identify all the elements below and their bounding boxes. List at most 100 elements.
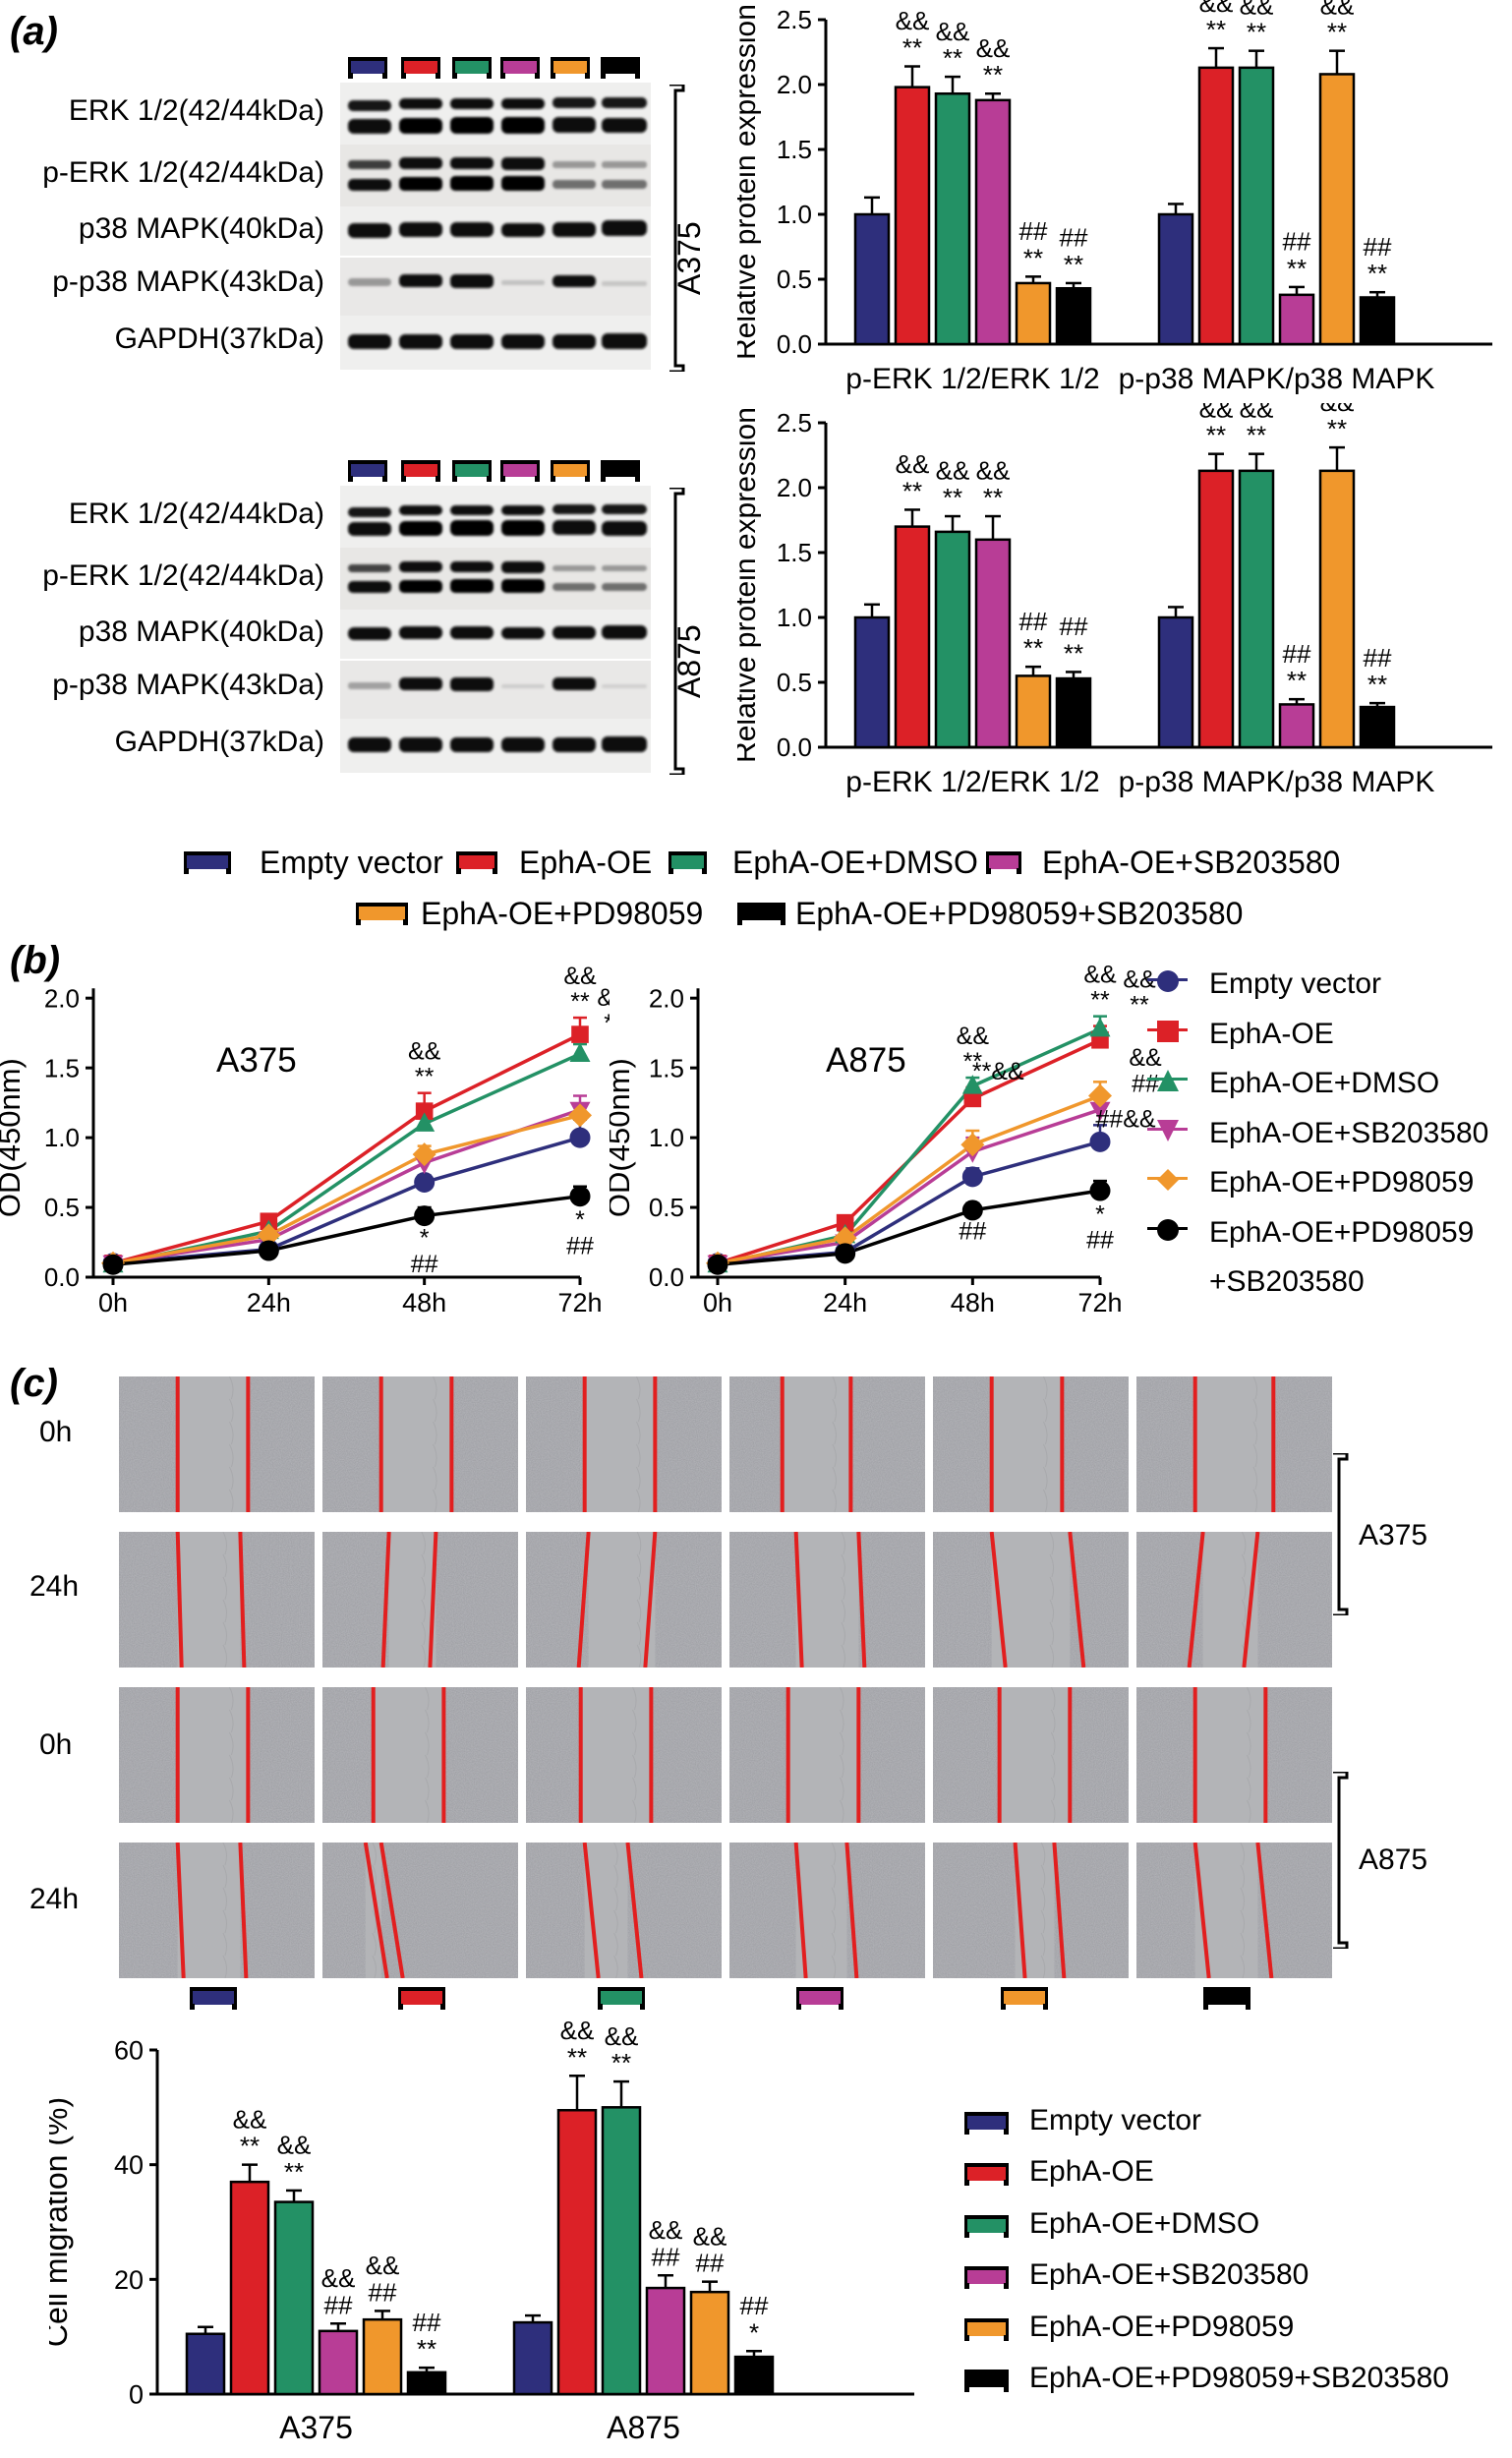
svg-text:p-p38 MAPK/p38 MAPK: p-p38 MAPK/p38 MAPK xyxy=(1119,766,1435,798)
svg-text:&&: && xyxy=(563,963,597,990)
svg-text:##: ## xyxy=(413,2308,441,2337)
svg-text:##: ## xyxy=(1364,643,1392,673)
svg-text:p-p38 MAPK/p38 MAPK: p-p38 MAPK/p38 MAPK xyxy=(1119,363,1435,395)
svg-text:2.0: 2.0 xyxy=(649,983,684,1013)
svg-text:&&: && xyxy=(277,2131,312,2160)
svg-text:0h: 0h xyxy=(703,1288,732,1317)
svg-text:&&: && xyxy=(649,2215,683,2245)
svg-text:2.0: 2.0 xyxy=(44,983,80,1013)
svg-text:**: ** xyxy=(902,33,922,63)
svg-text:**: ** xyxy=(1090,987,1110,1015)
svg-text:**: ** xyxy=(943,43,962,73)
svg-text:72h: 72h xyxy=(1077,1288,1122,1317)
svg-text:**: ** xyxy=(415,1064,435,1091)
svg-text:**: ** xyxy=(1287,666,1307,695)
svg-text:0: 0 xyxy=(129,2379,144,2409)
svg-text:**: ** xyxy=(943,483,962,512)
svg-text:&&: && xyxy=(366,2251,400,2280)
svg-text:##: ## xyxy=(1019,216,1048,246)
svg-text:**: ** xyxy=(570,988,590,1016)
svg-text:&&: && xyxy=(233,2104,267,2134)
svg-text:##: ## xyxy=(740,2291,769,2320)
svg-text:60: 60 xyxy=(114,2035,144,2065)
svg-text:**: ** xyxy=(417,2334,436,2364)
svg-text:A375: A375 xyxy=(216,1041,297,1080)
svg-text:Cell migration (%): Cell migration (%) xyxy=(49,2097,74,2347)
svg-text:&&: && xyxy=(976,33,1011,63)
svg-text:&&: && xyxy=(560,2016,595,2045)
svg-text:1.0: 1.0 xyxy=(44,1123,80,1152)
svg-text:&&: && xyxy=(936,456,970,486)
svg-text:&&: && xyxy=(597,984,610,1012)
svg-text:48h: 48h xyxy=(951,1288,995,1317)
svg-text:0.0: 0.0 xyxy=(649,1262,684,1292)
svg-text:2.0: 2.0 xyxy=(777,473,812,502)
svg-text:*: * xyxy=(420,1225,430,1253)
svg-text:0.0: 0.0 xyxy=(777,329,812,359)
svg-text:0.5: 0.5 xyxy=(44,1193,80,1222)
svg-text:**: ** xyxy=(1327,414,1347,443)
svg-text:**: ** xyxy=(963,1048,983,1076)
svg-text:OD(450nm): OD(450nm) xyxy=(0,1058,27,1217)
svg-text:A875: A875 xyxy=(826,1041,906,1080)
svg-text:**: ** xyxy=(1327,18,1347,47)
svg-text:##: ## xyxy=(652,2242,680,2271)
svg-text:*: * xyxy=(749,2317,759,2347)
svg-text:1.5: 1.5 xyxy=(777,135,812,164)
svg-text:**: ** xyxy=(1023,633,1043,663)
svg-text:0.0: 0.0 xyxy=(44,1262,80,1292)
svg-text:2.5: 2.5 xyxy=(777,408,812,438)
svg-text:##: ## xyxy=(1019,607,1048,636)
svg-text:&&: && xyxy=(1240,403,1274,423)
svg-text:Relative protein expression: Relative protein expression xyxy=(737,4,762,360)
svg-text:&&: && xyxy=(693,2221,727,2251)
svg-text:**: ** xyxy=(1247,18,1266,47)
svg-text:&&: && xyxy=(605,2021,639,2051)
svg-text:0.5: 0.5 xyxy=(777,668,812,697)
svg-text:**: ** xyxy=(902,476,922,505)
svg-text:##: ## xyxy=(1086,1227,1114,1255)
svg-text:&&: && xyxy=(1240,0,1274,20)
svg-text:OD(450nm): OD(450nm) xyxy=(610,1058,636,1217)
svg-text:##: ## xyxy=(369,2277,397,2307)
svg-text:##: ## xyxy=(1283,227,1311,257)
svg-text:##: ## xyxy=(1060,223,1088,253)
svg-text:A375: A375 xyxy=(279,2410,353,2445)
svg-text:40: 40 xyxy=(114,2150,144,2180)
svg-text:72h: 72h xyxy=(557,1288,602,1317)
svg-text:##: ## xyxy=(566,1232,594,1259)
svg-text:&&: && xyxy=(896,449,930,479)
svg-text:&&: && xyxy=(1083,961,1117,988)
svg-text:&&: && xyxy=(1320,0,1355,20)
svg-text:&&: && xyxy=(896,6,930,35)
svg-text:2.0: 2.0 xyxy=(777,70,812,99)
svg-text:p-ERK 1/2/ERK 1/2: p-ERK 1/2/ERK 1/2 xyxy=(845,766,1099,798)
svg-text:##: ## xyxy=(1364,232,1392,262)
svg-text:**: ** xyxy=(1064,638,1083,668)
svg-text:1.5: 1.5 xyxy=(777,538,812,567)
svg-text:**: ** xyxy=(1367,259,1387,288)
svg-text:*: * xyxy=(1095,1200,1105,1228)
svg-text:##: ## xyxy=(959,1217,986,1245)
svg-text:0.0: 0.0 xyxy=(777,732,812,762)
svg-text:&&: && xyxy=(408,1037,441,1065)
svg-text:**: ** xyxy=(1064,250,1083,279)
svg-text:**: ** xyxy=(611,2048,631,2078)
svg-text:*: * xyxy=(575,1206,585,1234)
svg-text:##: ## xyxy=(1060,612,1088,641)
svg-text:**: ** xyxy=(983,60,1003,89)
svg-text:&&: && xyxy=(1320,403,1355,417)
svg-text:Relative protein expression: Relative protein expression xyxy=(737,407,762,763)
svg-text:48h: 48h xyxy=(402,1288,446,1317)
svg-text:1.5: 1.5 xyxy=(649,1053,684,1083)
svg-text:1.5: 1.5 xyxy=(44,1053,80,1083)
svg-text:**: ** xyxy=(1367,670,1387,699)
svg-text:2.5: 2.5 xyxy=(777,5,812,34)
svg-text:**: ** xyxy=(983,483,1003,512)
svg-text:&&: && xyxy=(321,2263,356,2293)
svg-text:0h: 0h xyxy=(98,1288,128,1317)
svg-text:##: ## xyxy=(696,2249,725,2278)
svg-text:**: ** xyxy=(1023,243,1043,272)
svg-text:&&: && xyxy=(1199,403,1234,423)
svg-text:A875: A875 xyxy=(607,2410,680,2445)
